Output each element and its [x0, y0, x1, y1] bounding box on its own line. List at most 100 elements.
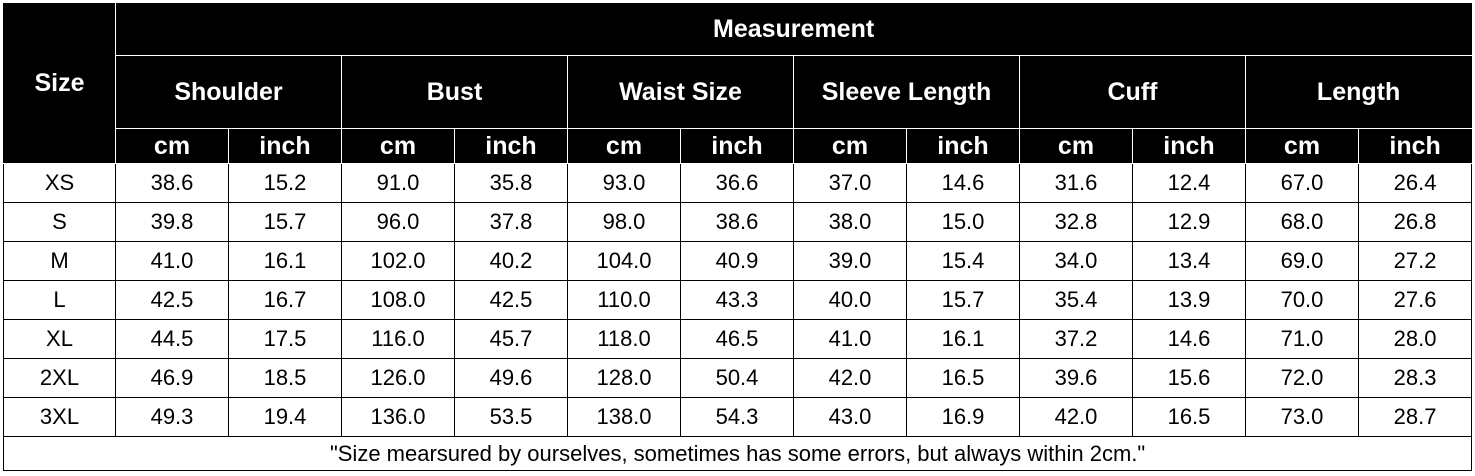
group-header: Bust: [341, 55, 568, 129]
value-cell: 54.3: [680, 397, 794, 437]
value-cell: 39.6: [1019, 358, 1133, 398]
unit-header: inch: [454, 128, 568, 164]
value-cell: 96.0: [341, 202, 455, 242]
value-cell: 34.0: [1019, 241, 1133, 281]
value-cell: 38.0: [793, 202, 907, 242]
value-cell: 15.4: [906, 241, 1020, 281]
value-cell: 14.6: [906, 163, 1020, 203]
value-cell: 35.4: [1019, 280, 1133, 320]
data-row: M 41.0 16.1 102.0 40.2 104.0 40.9 39.0 15.4 34.0 1…: [3, 241, 1473, 281]
value-cell: 70.0: [1245, 280, 1359, 320]
data-row: L 42.5 16.7 108.0 42.5 110.0 43.3 40.0 15.7 35.4 1…: [3, 280, 1473, 320]
data-row: XS 38.6 15.2 91.0 35.8 93.0 36.6 37.0 14.6 31.6 12…: [3, 163, 1473, 203]
unit-row: cm inch cm inch cm inch cm inch cm inch cm inch: [4, 128, 1473, 164]
value-cell: 68.0: [1245, 202, 1359, 242]
value-cell: 17.5: [228, 319, 342, 359]
value-cell: 39.0: [793, 241, 907, 281]
value-cell: 16.1: [228, 241, 342, 281]
value-cell: 18.5: [228, 358, 342, 398]
title-header: Measurement: [114, 3, 1473, 56]
header-row: Size Measurement: [3, 3, 1473, 164]
value-cell: 16.1: [906, 319, 1020, 359]
value-cell: 53.5: [454, 397, 568, 437]
value-cell: 93.0: [567, 163, 681, 203]
value-cell: 13.9: [1132, 280, 1246, 320]
value-cell: 42.5: [454, 280, 568, 320]
value-cell: 39.8: [115, 202, 229, 242]
value-cell: 40.0: [793, 280, 907, 320]
value-cell: 16.7: [228, 280, 342, 320]
value-cell: 28.3: [1357, 358, 1473, 398]
data-row: XL 44.5 17.5 116.0 45.7 118.0 46.5 41.0 16.1 37.2…: [3, 319, 1473, 359]
value-cell: 13.4: [1132, 241, 1246, 281]
value-cell: 104.0: [567, 241, 681, 281]
value-cell: 41.0: [115, 241, 229, 281]
unit-header: cm: [1245, 128, 1359, 164]
value-cell: 35.8: [454, 163, 568, 203]
value-cell: 50.4: [680, 358, 794, 398]
value-cell: 15.7: [906, 280, 1020, 320]
unit-header: inch: [1132, 128, 1246, 164]
value-cell: 42.0: [793, 358, 907, 398]
value-cell: 27.6: [1357, 280, 1473, 320]
value-cell: 16.5: [1132, 397, 1246, 437]
value-cell: 116.0: [341, 319, 455, 359]
value-cell: 27.2: [1357, 241, 1473, 281]
size-cell: 3XL: [3, 397, 116, 437]
value-cell: 40.9: [680, 241, 794, 281]
value-cell: 46.5: [680, 319, 794, 359]
value-cell: 14.6: [1132, 319, 1246, 359]
value-cell: 26.8: [1357, 202, 1473, 242]
group-header: Sleeve Length: [793, 55, 1020, 129]
unit-header: cm: [341, 128, 455, 164]
value-cell: 28.0: [1357, 319, 1473, 359]
value-cell: 136.0: [341, 397, 455, 437]
value-cell: 31.6: [1019, 163, 1133, 203]
size-table: Size Measurement Shoulder Bust Waist Size S…: [2, 3, 1473, 471]
unit-header: cm: [567, 128, 681, 164]
value-cell: 37.0: [793, 163, 907, 203]
value-cell: 138.0: [567, 397, 681, 437]
value-cell: 49.3: [115, 397, 229, 437]
value-cell: 36.6: [680, 163, 794, 203]
unit-header: cm: [1019, 128, 1133, 164]
group-header: Shoulder: [115, 55, 342, 129]
size-cell: XL: [3, 319, 116, 359]
value-cell: 102.0: [341, 241, 455, 281]
value-cell: 126.0: [341, 358, 455, 398]
value-cell: 19.4: [228, 397, 342, 437]
value-cell: 91.0: [341, 163, 455, 203]
value-cell: 15.7: [228, 202, 342, 242]
data-row: 2XL 46.9 18.5 126.0 49.6 128.0 50.4 42.0 16.5 39.…: [3, 358, 1473, 398]
group-header: Waist Size: [567, 55, 794, 129]
value-cell: 67.0: [1245, 163, 1359, 203]
size-cell: S: [3, 202, 116, 242]
value-cell: 38.6: [115, 163, 229, 203]
size-cell: XS: [3, 163, 116, 203]
value-cell: 28.7: [1357, 397, 1473, 437]
value-cell: 12.9: [1132, 202, 1246, 242]
value-cell: 15.2: [228, 163, 342, 203]
value-cell: 41.0: [793, 319, 907, 359]
value-cell: 45.7: [454, 319, 568, 359]
group-row: Shoulder Bust Waist Size Sleeve Length Cuff L…: [4, 55, 1473, 129]
data-row: 3XL 49.3 19.4 136.0 53.5 138.0 54.3 43.0 16.9 42.…: [3, 397, 1473, 437]
value-cell: 72.0: [1245, 358, 1359, 398]
size-cell: M: [3, 241, 116, 281]
value-cell: 98.0: [567, 202, 681, 242]
note: "Size mearsured by ourselves, sometimes …: [2, 436, 1473, 471]
group-header: Cuff: [1019, 55, 1246, 129]
value-cell: 15.6: [1132, 358, 1246, 398]
value-cell: 110.0: [567, 280, 681, 320]
value-cell: 46.9: [115, 358, 229, 398]
group-header: Length: [1244, 55, 1473, 129]
note-row: "Size mearsured by ourselves, sometimes …: [2, 436, 1473, 471]
value-cell: 26.4: [1357, 163, 1473, 203]
value-cell: 69.0: [1245, 241, 1359, 281]
value-cell: 16.9: [906, 397, 1020, 437]
value-cell: 12.4: [1132, 163, 1246, 203]
value-cell: 44.5: [115, 319, 229, 359]
unit-header: inch: [228, 128, 342, 164]
value-cell: 43.0: [793, 397, 907, 437]
